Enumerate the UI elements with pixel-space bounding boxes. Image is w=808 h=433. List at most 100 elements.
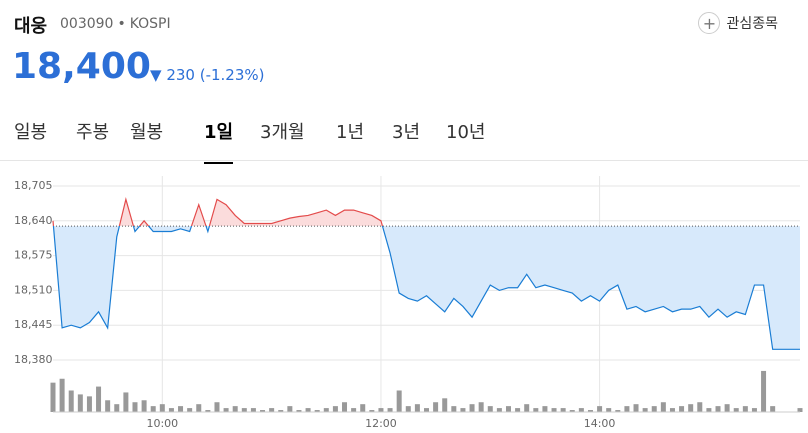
volume-bar (433, 402, 439, 412)
volume-bar (296, 410, 302, 412)
volume-bar (405, 406, 411, 412)
volume-bar (478, 402, 484, 412)
x-tick-label: 14:00 (584, 417, 616, 430)
market: KOSPI (129, 16, 171, 32)
y-tick-label: 18,705 (14, 179, 53, 192)
tab[interactable]: 주봉 (76, 122, 110, 143)
y-tick-label: 18,445 (14, 318, 53, 331)
volume-bar (77, 394, 83, 412)
volume-bar (150, 406, 156, 412)
volume-bar (424, 408, 429, 412)
volume-bar (351, 408, 357, 412)
volume-bar (178, 406, 184, 412)
volume-bar (269, 408, 275, 412)
volume-bar (469, 404, 475, 412)
volume-bar (487, 406, 493, 412)
volume-bar (651, 406, 657, 412)
price-line (52, 197, 800, 350)
volume-bar (542, 406, 548, 412)
volume-bar (560, 408, 566, 412)
tab-bar: 일봉 주봉 월봉 1일 3개월 1년 3년 10년 (0, 110, 808, 164)
volume-bar (214, 402, 220, 412)
y-tick-label: 18,510 (14, 283, 53, 296)
price: 18,400 (12, 46, 151, 87)
volume-bar (396, 390, 402, 412)
volume-bar (387, 408, 393, 412)
tab[interactable]: 월봉 (130, 122, 164, 143)
volume-bar (615, 410, 621, 412)
volume-bar (733, 408, 739, 412)
volume-bar (114, 404, 120, 412)
volume-bar (232, 406, 238, 412)
volume-bar (460, 408, 466, 412)
volume-bar (105, 400, 111, 412)
separator: • (117, 16, 126, 32)
volume-bar (378, 408, 384, 412)
volume-bar (533, 408, 539, 412)
volume-bar (569, 410, 575, 412)
volume-bar (360, 404, 366, 412)
volume-bar (96, 386, 102, 412)
volume-bar (305, 408, 311, 412)
volume-bar (797, 408, 803, 412)
x-tick-label: 12:00 (365, 417, 397, 430)
tab[interactable]: 1년 (336, 122, 365, 143)
volume-bar (205, 410, 211, 412)
volume-bar (342, 402, 348, 412)
volume-bar (715, 406, 721, 412)
volume-bar (606, 408, 612, 412)
volume-bar (524, 404, 530, 412)
volume-bar (751, 408, 757, 412)
volume-bar (323, 408, 329, 412)
volume-bar (770, 406, 776, 412)
tab[interactable]: 1일 (204, 118, 234, 164)
tab[interactable]: 10년 (446, 122, 486, 143)
volume-bar (168, 408, 174, 412)
volume-bar (369, 410, 375, 412)
volume-bar (742, 406, 748, 412)
tab[interactable]: 3년 (392, 122, 421, 143)
area (53, 199, 800, 350)
volume-bar (250, 408, 256, 412)
volume-bar (451, 406, 457, 412)
volume-bar (59, 378, 65, 412)
volume-bar (761, 370, 767, 412)
volume-bar (578, 408, 584, 412)
volume-bar (706, 408, 712, 412)
volume-bar (159, 404, 165, 412)
watchlist-button[interactable]: + 관심종목 (698, 12, 778, 34)
y-tick-label: 18,575 (14, 249, 53, 262)
volume-bar (642, 408, 648, 412)
volume-bar (86, 396, 92, 412)
volume-bar (123, 392, 129, 412)
volume-bar (68, 390, 74, 412)
stock-info: 003090 • KOSPI (60, 16, 175, 32)
volume-bar (669, 408, 675, 412)
volume-bar (278, 410, 284, 412)
volume-bar (414, 404, 420, 412)
volume-bar (187, 408, 193, 412)
volume-bar (442, 398, 448, 412)
volume-bar (50, 382, 56, 412)
volume-bar (141, 400, 147, 412)
change-pct: (-1.23%) (199, 66, 265, 84)
volume-bar (587, 410, 593, 412)
volume-bar (697, 402, 703, 412)
change-value: 230 (166, 66, 195, 84)
volume-bar (624, 406, 630, 412)
volume-bar (287, 406, 293, 412)
volume-bar (332, 406, 338, 412)
button-label: 관심종목 (726, 16, 778, 32)
tab[interactable]: 일봉 (14, 122, 48, 143)
volume-bar (515, 408, 521, 412)
volume-bar (196, 404, 202, 412)
stock-code: 003090 (60, 16, 114, 32)
volume-bar (633, 404, 639, 412)
volume-bar (241, 408, 247, 412)
volume-bar (660, 402, 666, 412)
tab[interactable]: 3개월 (260, 122, 305, 143)
volume-bar (679, 406, 685, 412)
volume-bar (132, 402, 138, 412)
